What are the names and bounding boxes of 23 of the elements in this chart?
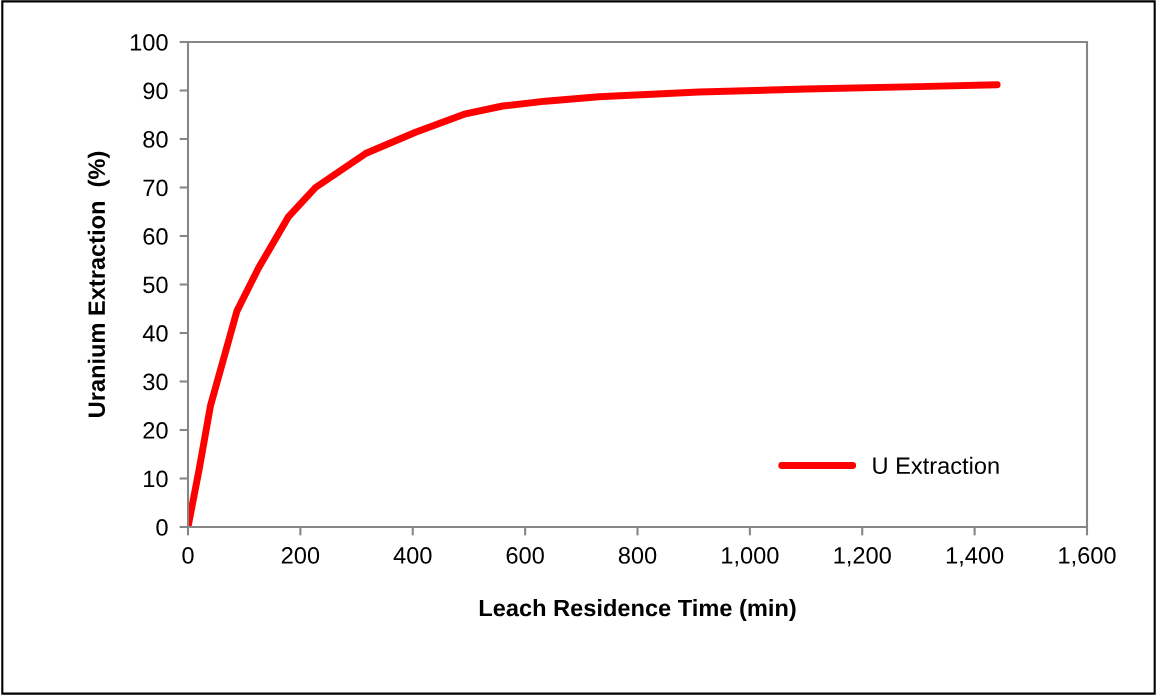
legend-label: U Extraction — [873, 456, 999, 475]
x-tick-label: 1,600 — [1059, 547, 1116, 567]
x-tick-label: 600 — [506, 547, 544, 564]
x-tick-label: 200 — [281, 547, 320, 564]
y-tick-label: 50 — [143, 276, 168, 294]
y-tick-label: 40 — [142, 325, 168, 342]
y-tick-label: 10 — [144, 470, 168, 488]
y-axis-title: Uranium Extraction (%) — [87, 151, 110, 417]
y-tick-label: 90 — [143, 82, 168, 100]
x-axis-title: Leach Residence Time (min) — [479, 599, 796, 622]
x-tick-label: 0 — [182, 547, 194, 564]
y-tick-label: 70 — [143, 179, 168, 197]
x-tick-label: 800 — [618, 547, 657, 564]
x-tick-label: 1,000 — [722, 547, 779, 567]
x-tick-label: 1,400 — [946, 547, 1004, 567]
y-tick-label: 100 — [130, 34, 168, 51]
y-tick-label: 0 — [156, 519, 168, 536]
y-tick-label: 80 — [143, 131, 168, 148]
y-tick-label: 60 — [143, 228, 168, 245]
x-tick-label: 400 — [393, 547, 432, 564]
y-tick-label: 30 — [143, 373, 168, 391]
x-tick-label: 1,200 — [834, 547, 891, 567]
y-tick-label: 20 — [143, 422, 168, 439]
